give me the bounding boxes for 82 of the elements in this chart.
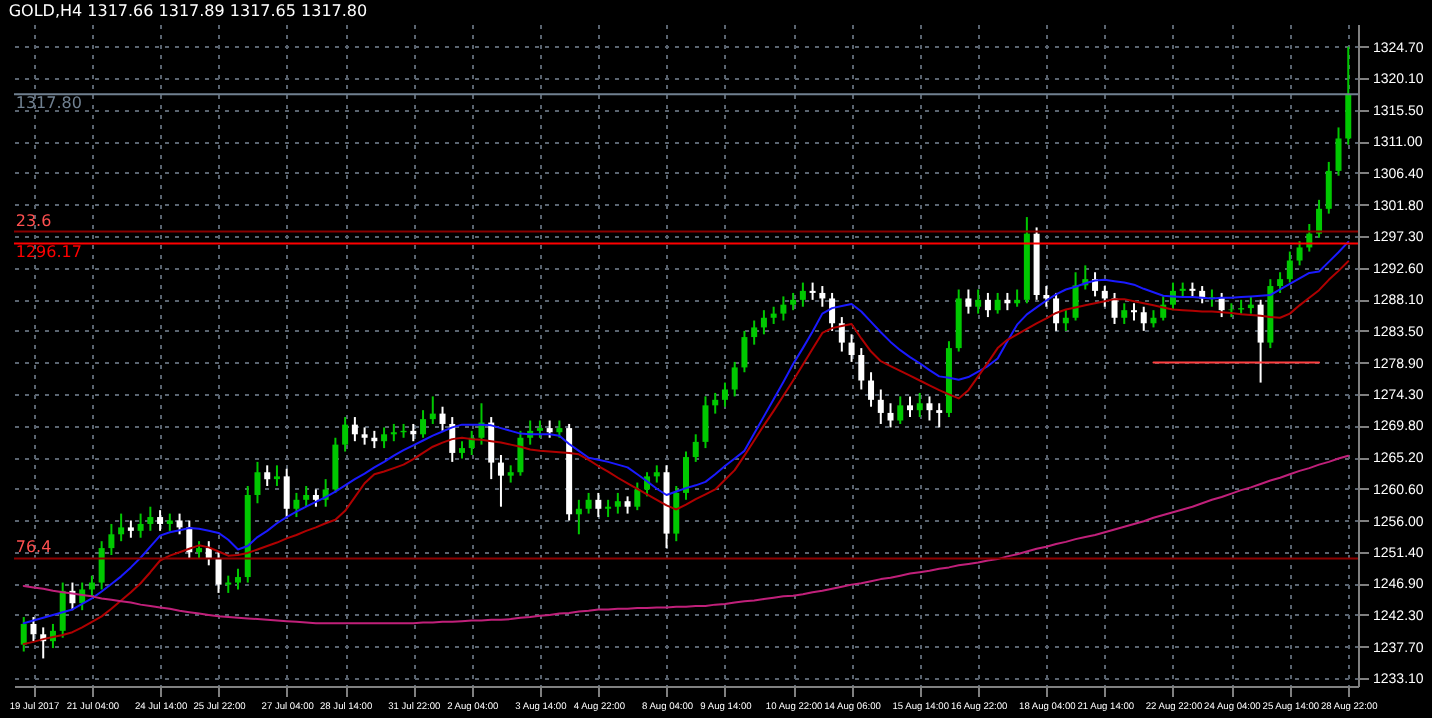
candlestick [692, 433, 699, 463]
candlestick [420, 409, 427, 439]
candlestick [984, 291, 991, 319]
candlestick [517, 429, 524, 477]
candlestick [439, 405, 446, 432]
candlestick [303, 485, 310, 508]
candlestick [1296, 240, 1303, 267]
candlestick [1101, 285, 1108, 308]
candlestick [975, 288, 982, 315]
candlestick [731, 360, 738, 398]
candlestick [1111, 291, 1118, 325]
candlestick [30, 616, 37, 643]
candlestick [1325, 160, 1332, 215]
candlestick [254, 460, 261, 505]
candlestick [293, 491, 300, 519]
candlestick [741, 329, 748, 374]
candlestick [20, 616, 27, 653]
candlestick [429, 395, 436, 425]
candlestick [342, 416, 349, 453]
candlestick [137, 512, 144, 539]
candlestick [994, 291, 1001, 315]
candlestick [157, 509, 164, 532]
candlestick [59, 581, 66, 639]
candlestick [858, 347, 865, 391]
candlestick [1131, 302, 1137, 322]
candlestick [1277, 271, 1284, 294]
candlestick [1286, 250, 1293, 284]
candlestick [264, 464, 271, 488]
candlestick [877, 388, 884, 425]
candlestick [760, 309, 767, 336]
candlestick [936, 402, 943, 429]
candlestick [215, 550, 222, 594]
candlestick [683, 450, 689, 501]
candlestick [351, 416, 358, 443]
candlestick [1053, 291, 1060, 332]
candlestick [780, 295, 787, 322]
candlestick [497, 453, 504, 508]
candlestick [1335, 126, 1342, 177]
candlestick [1140, 305, 1147, 332]
candlestick [332, 436, 339, 494]
candlestick [1121, 302, 1128, 325]
candlestick [1072, 271, 1079, 322]
candlestick [721, 381, 728, 408]
candlestick [848, 333, 855, 363]
candlestick [907, 395, 913, 419]
candlestick [1257, 298, 1264, 384]
candlestick [575, 498, 582, 536]
candlestick [838, 316, 845, 353]
candlestick [585, 491, 592, 515]
candlestick [868, 371, 875, 408]
candlestick [488, 416, 495, 481]
candlestick [916, 391, 923, 419]
candlestick [965, 288, 972, 315]
candlestick [283, 467, 290, 519]
candlestick [595, 491, 602, 519]
candlestick [147, 505, 154, 532]
candlestick [118, 512, 125, 543]
candlestick [673, 485, 680, 543]
candlestick [273, 464, 280, 488]
candlestick [235, 567, 241, 591]
chart-title: GOLD,H4 1317.66 1317.89 1317.65 1317.80 [8, 2, 368, 20]
candlestick [926, 395, 933, 422]
candlestick [819, 285, 826, 308]
candlestick [799, 281, 806, 308]
candlestick [1316, 198, 1323, 239]
candlestick [712, 391, 719, 415]
candlestick [702, 395, 709, 450]
candlestick [634, 481, 641, 512]
candlestick [1062, 309, 1069, 332]
annotation: 76.4 [15, 538, 52, 557]
annotation: 23.6 [15, 211, 52, 230]
candlestick [1345, 45, 1352, 146]
candlestick [108, 522, 115, 556]
candlestick [751, 319, 758, 346]
candlestick [98, 540, 105, 591]
ref-line-label: 1296.17 [15, 243, 82, 262]
candlestick [897, 395, 904, 425]
candlestick [614, 491, 621, 515]
candlestick [381, 426, 388, 450]
candlestick [829, 291, 836, 332]
ref-line-label: 1317.80 [15, 94, 82, 113]
candlestick [887, 402, 894, 429]
